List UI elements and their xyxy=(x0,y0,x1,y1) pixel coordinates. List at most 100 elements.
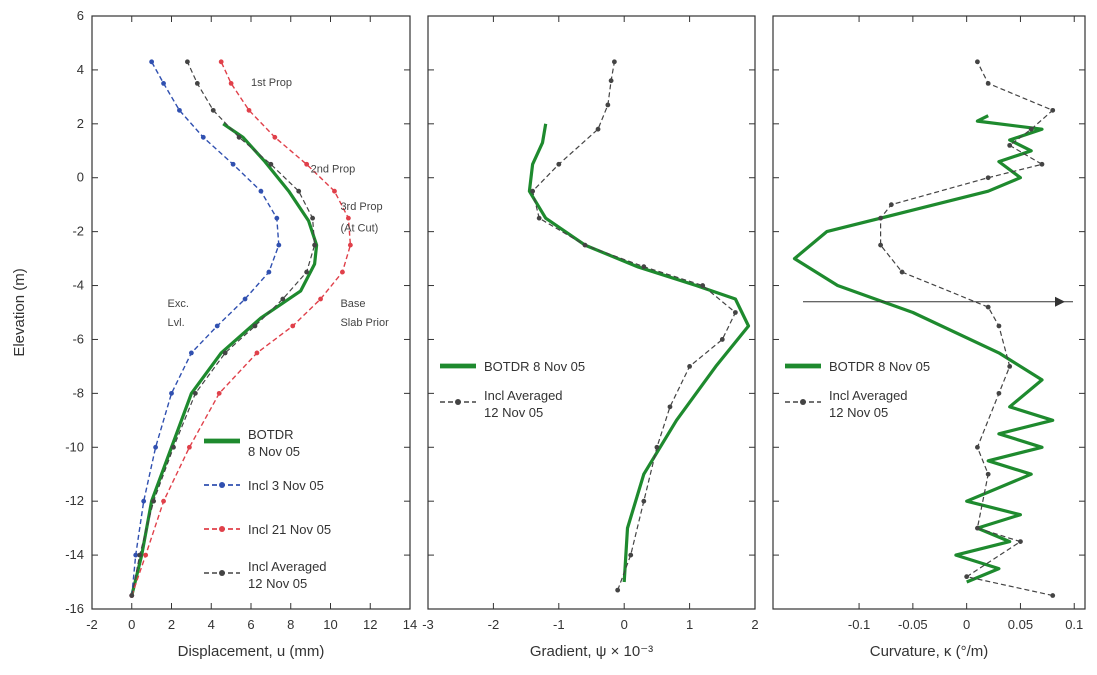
series-point xyxy=(216,390,222,396)
legend-label: BOTDR xyxy=(248,427,294,442)
series-point xyxy=(254,350,260,356)
series-point xyxy=(687,364,692,369)
legend-label: Incl 3 Nov 05 xyxy=(248,478,324,493)
y-tick-label: -16 xyxy=(65,601,84,616)
series-point xyxy=(304,161,310,167)
x-tick-label: 0 xyxy=(128,617,135,632)
series-point xyxy=(272,134,278,140)
series-point xyxy=(276,242,282,248)
y-tick-label: -6 xyxy=(72,331,84,346)
plot-frame xyxy=(772,15,1086,610)
series-point xyxy=(1050,107,1056,113)
series-point xyxy=(985,304,991,310)
annotation-label: 2nd Prop xyxy=(311,163,356,175)
series-line xyxy=(792,114,1055,584)
series-point xyxy=(628,552,634,558)
x-tick-label: 8 xyxy=(287,617,294,632)
series-point xyxy=(1007,142,1013,148)
series-point xyxy=(975,444,980,450)
series-point xyxy=(236,134,242,140)
series-point xyxy=(530,188,536,194)
series-point xyxy=(228,80,234,86)
legend-label: BOTDR 8 Nov 05 xyxy=(829,359,930,374)
series-point xyxy=(304,269,310,275)
series-point xyxy=(996,323,1002,329)
x-tick-label: 0 xyxy=(963,617,970,632)
series-line xyxy=(130,122,319,596)
legend-label-line2: 12 Nov 05 xyxy=(484,405,543,420)
series-point xyxy=(230,161,236,167)
y-tick-label: 6 xyxy=(77,8,84,23)
series-point xyxy=(719,337,725,342)
series-point xyxy=(192,390,198,396)
series-point xyxy=(258,188,264,194)
series-point xyxy=(218,59,224,65)
series-point xyxy=(280,296,286,302)
y-tick-label: -14 xyxy=(65,547,84,562)
annotation-label: 1st Prop xyxy=(251,77,292,89)
series-point xyxy=(290,323,296,329)
series-point xyxy=(296,188,302,194)
x-tick-label: -0.05 xyxy=(898,617,928,632)
series-point xyxy=(888,202,894,208)
series-point xyxy=(878,242,883,248)
series-point xyxy=(129,593,135,598)
series-point xyxy=(582,242,588,248)
series-point xyxy=(143,552,149,558)
series-point xyxy=(615,587,621,593)
series-point xyxy=(1028,126,1034,132)
series-point xyxy=(556,161,562,167)
series-line xyxy=(527,123,751,583)
x-tick-label: 0.1 xyxy=(1065,617,1083,632)
series-point xyxy=(169,390,174,396)
legend-label: Incl Averaged xyxy=(248,559,327,574)
series-point xyxy=(153,444,159,450)
x-tick-label: 0.05 xyxy=(1008,617,1033,632)
series-point xyxy=(177,107,182,113)
series-line xyxy=(531,61,737,591)
series-point xyxy=(222,350,228,356)
legend-label: Incl Averaged xyxy=(484,388,563,403)
x-tick-label: -1 xyxy=(553,617,565,632)
x-tick-label: 12 xyxy=(363,617,377,632)
series-point xyxy=(611,59,617,65)
series-point xyxy=(312,242,317,248)
series-point xyxy=(985,175,991,181)
chart-panel-1: -2 0 2 4 6 8 10 12 14 -16 -14 -12 -10 -8 -6 -4 -2 0 2 4 6 Dis… xyxy=(11,8,417,660)
legend-label: BOTDR 8 Nov 05 xyxy=(484,359,585,374)
series-point xyxy=(964,574,970,580)
legend-marker xyxy=(455,399,461,405)
y-tick-label: -2 xyxy=(72,224,84,239)
series-point xyxy=(1018,539,1023,545)
series-point xyxy=(878,215,883,221)
series-point xyxy=(161,498,166,504)
x-axis-label: Curvature, κ (°/m) xyxy=(870,643,989,660)
series-point xyxy=(605,102,611,108)
series-point xyxy=(188,350,194,356)
series-point xyxy=(1050,593,1056,598)
series-point xyxy=(151,498,157,504)
series-point xyxy=(732,310,738,315)
y-tick-label: -12 xyxy=(65,493,84,508)
series-point xyxy=(985,80,991,86)
series-point xyxy=(667,404,673,410)
y-tick-label: -8 xyxy=(72,385,84,400)
series-point xyxy=(171,444,176,450)
series-point xyxy=(252,323,258,329)
series-point xyxy=(185,59,190,65)
chart-panel-3: -0.1 -0.05 0 0.05 0.1 Curvature, κ (°/m) BOTDR… xyxy=(772,15,1086,660)
series-line xyxy=(131,61,352,596)
series-point xyxy=(149,59,155,65)
series-point xyxy=(654,444,660,450)
legend-label-line2: 12 Nov 05 xyxy=(248,576,307,591)
series-point xyxy=(700,283,706,288)
x-tick-label: 10 xyxy=(323,617,337,632)
series-point xyxy=(266,269,272,275)
series-point xyxy=(641,264,647,270)
legend-marker xyxy=(219,570,225,576)
series-point xyxy=(595,126,601,132)
legend-label: Incl 21 Nov 05 xyxy=(248,522,331,537)
x-tick-label: 4 xyxy=(208,617,215,632)
x-axis-label: Displacement, u (mm) xyxy=(178,643,325,660)
annotation-label: Slab Prior xyxy=(340,317,389,329)
